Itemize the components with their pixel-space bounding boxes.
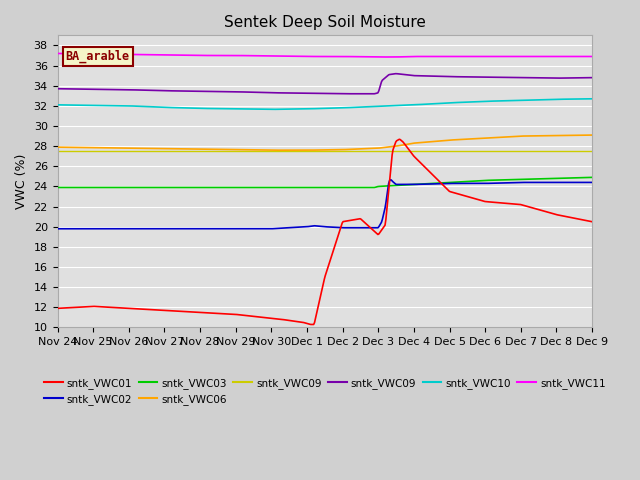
sntk_VWC10 <box>54 102 61 108</box>
sntk_VWC10 <box>369 104 377 109</box>
sntk_VWC02 <box>148 226 156 232</box>
Line: sntk_VWC09p: sntk_VWC09p <box>58 73 592 94</box>
sntk_VWC09p <box>191 88 199 94</box>
sntk_VWC03 <box>456 179 464 185</box>
Line: sntk_VWC01: sntk_VWC01 <box>58 139 592 324</box>
sntk_VWC09p <box>369 91 377 96</box>
sntk_VWC02 <box>412 181 419 187</box>
sntk_VWC09p <box>296 90 303 96</box>
sntk_VWC09y <box>54 148 61 154</box>
sntk_VWC01 <box>191 309 199 315</box>
sntk_VWC09p <box>458 74 466 80</box>
sntk_VWC09p <box>148 87 156 93</box>
sntk_VWC09p <box>412 73 420 79</box>
sntk_VWC06 <box>268 147 276 153</box>
sntk_VWC03 <box>191 185 199 191</box>
sntk_VWC09p <box>392 71 399 76</box>
Text: BA_arable: BA_arable <box>65 50 130 63</box>
sntk_VWC06 <box>148 145 156 151</box>
sntk_VWC03 <box>296 185 303 191</box>
sntk_VWC06 <box>588 132 596 138</box>
sntk_VWC06 <box>369 145 377 151</box>
sntk_VWC01 <box>54 305 61 311</box>
sntk_VWC09y <box>411 148 419 154</box>
sntk_VWC01 <box>396 136 403 142</box>
sntk_VWC02 <box>54 226 61 232</box>
Line: sntk_VWC11: sntk_VWC11 <box>58 53 592 57</box>
sntk_VWC09y <box>369 148 376 154</box>
sntk_VWC11 <box>191 52 199 58</box>
sntk_VWC03 <box>411 181 419 187</box>
sntk_VWC06 <box>191 146 199 152</box>
Legend: sntk_VWC01, sntk_VWC02, sntk_VWC03, sntk_VWC06, sntk_VWC09, sntk_VWC09, sntk_VWC: sntk_VWC01, sntk_VWC02, sntk_VWC03, sntk… <box>44 378 605 405</box>
sntk_VWC11 <box>369 54 376 60</box>
Line: sntk_VWC06: sntk_VWC06 <box>58 135 592 150</box>
sntk_VWC03 <box>148 185 156 191</box>
sntk_VWC09p <box>54 86 61 92</box>
sntk_VWC06 <box>457 137 465 143</box>
sntk_VWC01 <box>412 156 420 161</box>
sntk_VWC06 <box>54 144 61 150</box>
sntk_VWC03 <box>54 185 61 191</box>
sntk_VWC02 <box>588 180 596 185</box>
sntk_VWC03 <box>369 185 376 191</box>
sntk_VWC06 <box>412 140 419 146</box>
sntk_VWC09p <box>339 91 347 96</box>
sntk_VWC10 <box>191 105 199 111</box>
sntk_VWC09y <box>588 148 596 154</box>
sntk_VWC09y <box>148 148 156 154</box>
sntk_VWC10 <box>588 96 596 102</box>
sntk_VWC01 <box>588 219 596 225</box>
sntk_VWC01 <box>148 307 156 312</box>
Line: sntk_VWC02: sntk_VWC02 <box>58 180 592 229</box>
Line: sntk_VWC10: sntk_VWC10 <box>58 99 592 109</box>
sntk_VWC10 <box>457 99 465 105</box>
sntk_VWC02 <box>369 225 376 230</box>
sntk_VWC09y <box>296 148 303 154</box>
sntk_VWC10 <box>268 107 276 112</box>
sntk_VWC02 <box>191 226 199 232</box>
sntk_VWC06 <box>296 147 304 153</box>
sntk_VWC11 <box>457 54 465 60</box>
sntk_VWC11 <box>412 54 419 60</box>
Title: Sentek Deep Soil Moisture: Sentek Deep Soil Moisture <box>224 15 426 30</box>
Line: sntk_VWC03: sntk_VWC03 <box>58 178 592 188</box>
sntk_VWC11 <box>54 50 61 56</box>
sntk_VWC09y <box>456 148 464 154</box>
Y-axis label: VWC (%): VWC (%) <box>15 154 28 209</box>
sntk_VWC01 <box>458 192 466 198</box>
sntk_VWC10 <box>412 102 419 108</box>
sntk_VWC11 <box>588 54 596 60</box>
sntk_VWC09p <box>588 75 596 81</box>
sntk_VWC02 <box>296 224 303 230</box>
sntk_VWC11 <box>296 53 303 59</box>
sntk_VWC10 <box>296 106 304 112</box>
sntk_VWC01 <box>307 322 315 327</box>
sntk_VWC10 <box>148 104 156 110</box>
sntk_VWC02 <box>457 180 465 186</box>
sntk_VWC03 <box>588 175 596 180</box>
sntk_VWC11 <box>375 54 383 60</box>
sntk_VWC09y <box>191 148 199 154</box>
sntk_VWC11 <box>148 52 156 58</box>
sntk_VWC02 <box>387 177 394 183</box>
sntk_VWC01 <box>296 319 303 325</box>
sntk_VWC01 <box>369 228 377 233</box>
